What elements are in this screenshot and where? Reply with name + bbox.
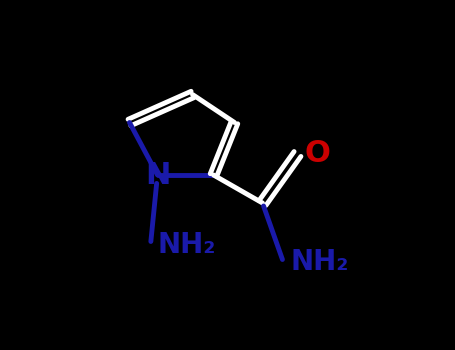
Text: N: N — [145, 161, 170, 189]
Text: NH₂: NH₂ — [290, 248, 349, 276]
Text: O: O — [304, 140, 330, 168]
Text: NH₂: NH₂ — [157, 231, 216, 259]
